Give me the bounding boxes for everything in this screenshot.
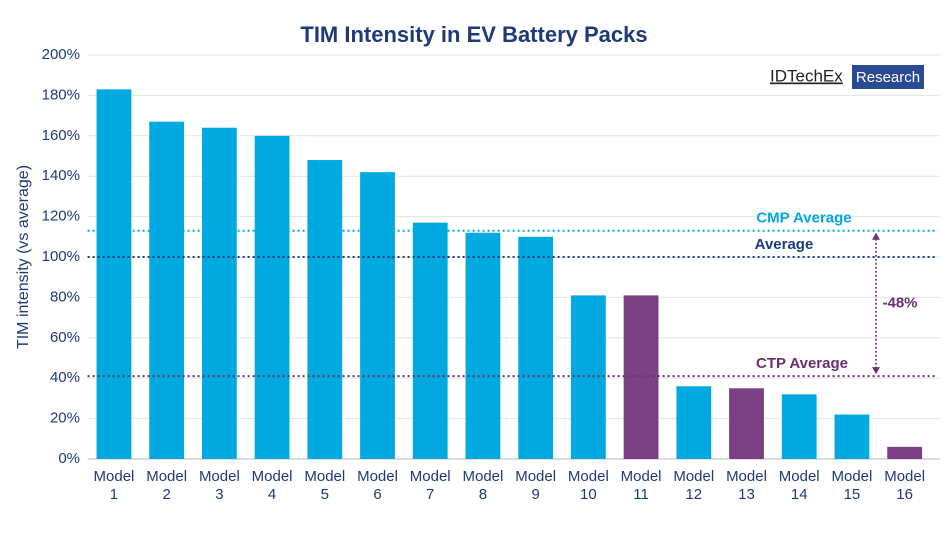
bar	[201, 127, 237, 459]
bar	[623, 295, 659, 459]
x-tick-label: Model 11	[620, 468, 662, 503]
arrow-head	[872, 232, 880, 240]
x-tick-label: Model 9	[515, 468, 557, 503]
reference-label: Average	[755, 236, 814, 253]
x-tick-label: Model 5	[304, 468, 346, 503]
bar	[149, 121, 185, 459]
y-tick-label: 20%	[50, 410, 80, 427]
annotation: -48%	[882, 294, 917, 311]
chart-title: TIM Intensity in EV Battery Packs	[300, 22, 647, 47]
y-tick-label: 0%	[58, 450, 80, 467]
arrow-head	[872, 367, 880, 375]
reference-label: CTP Average	[756, 355, 848, 372]
y-tick-label: 180%	[42, 86, 80, 103]
y-tick-label: 60%	[50, 329, 80, 346]
bar	[96, 89, 132, 459]
bar	[781, 394, 817, 459]
y-tick-label: 200%	[42, 46, 80, 63]
bar	[254, 135, 290, 460]
reference-label: CMP Average	[756, 210, 851, 227]
bar	[729, 388, 764, 459]
x-tick-label: Model 3	[198, 468, 240, 503]
y-axis-label: TIM intensity (vs average)	[15, 165, 32, 349]
bar	[360, 172, 395, 459]
x-tick-label: Model 2	[146, 468, 188, 503]
bar	[518, 236, 554, 459]
x-tick-label: Model 14	[778, 468, 820, 503]
logo-box	[852, 65, 924, 89]
logo-tag: Research	[856, 69, 920, 86]
y-tick-label: 40%	[50, 369, 80, 386]
y-tick-label: 160%	[42, 127, 80, 144]
y-tick-label: 120%	[42, 208, 80, 225]
y-tick-label: 80%	[50, 288, 80, 305]
bar	[307, 160, 343, 460]
bar	[412, 222, 448, 459]
bar	[676, 386, 712, 459]
x-tick-label: Model 10	[567, 468, 609, 503]
x-tick-label: Model 4	[251, 468, 293, 503]
x-tick-label: Model 15	[831, 468, 873, 503]
x-tick-label: Model 1	[93, 468, 135, 503]
bar	[570, 295, 606, 459]
x-tick-label: Model 13	[726, 468, 767, 503]
x-tick-label: Model 8	[462, 468, 504, 503]
x-tick-label: Model 12	[673, 468, 715, 503]
y-tick-label: 100%	[42, 248, 80, 265]
x-tick-label: Model 7	[409, 468, 451, 503]
x-tick-label: Model 16	[884, 468, 926, 503]
x-tick-label: Model 6	[357, 468, 398, 503]
y-tick-label: 140%	[42, 167, 80, 184]
bar	[465, 232, 501, 459]
bar	[834, 414, 870, 459]
logo-name: IDTechEx	[770, 66, 843, 85]
bar	[887, 446, 923, 459]
